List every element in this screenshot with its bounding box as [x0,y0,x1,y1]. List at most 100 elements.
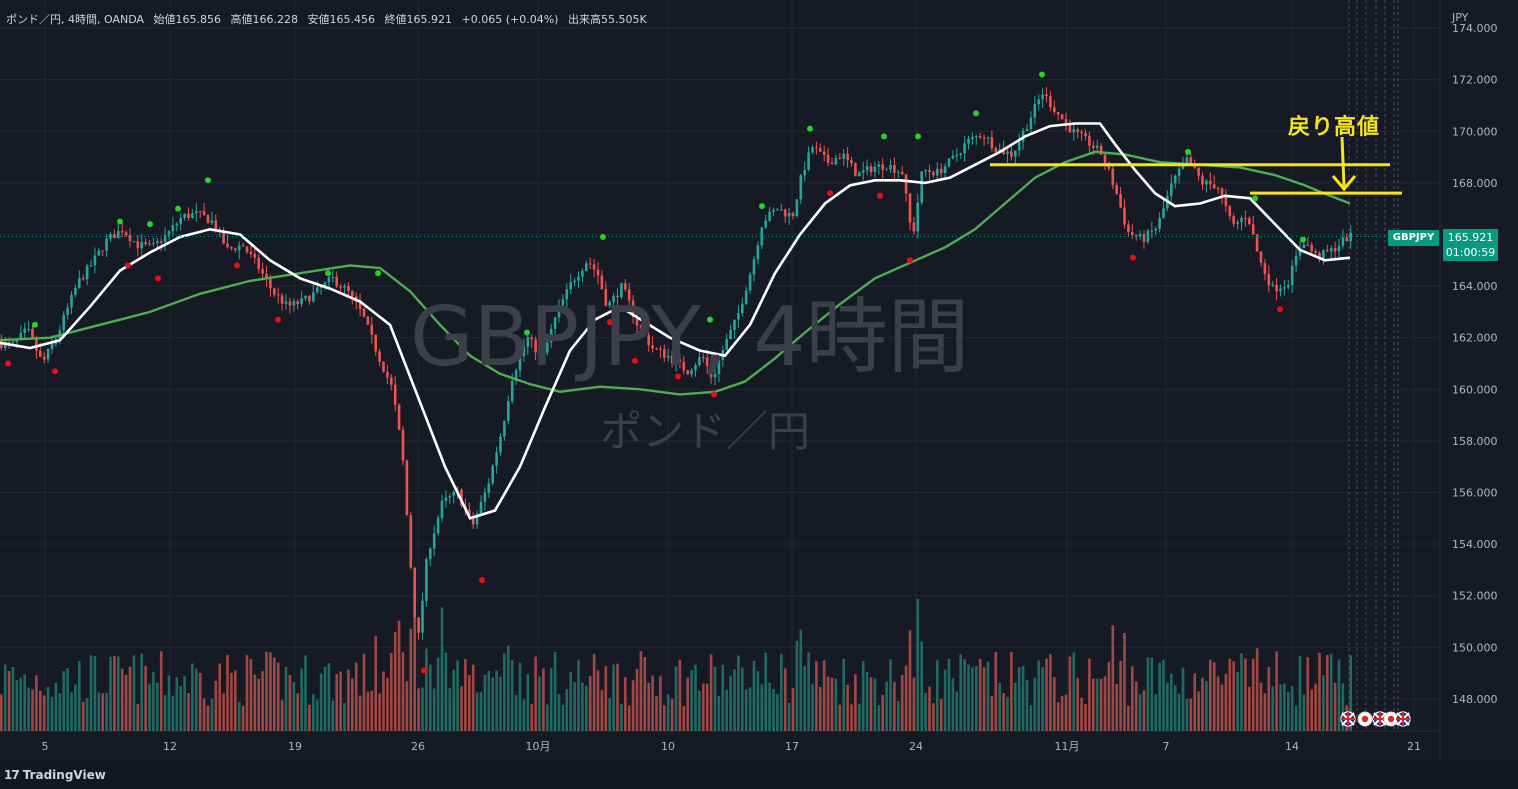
volume-bar [698,690,701,731]
volume-bar [1329,653,1333,731]
candle-body [674,359,678,364]
candle-body [834,157,838,165]
volume-bar [939,698,943,731]
candle-body [897,171,900,173]
close-value: 終値165.921 [384,13,453,26]
volume-bar [479,691,483,731]
resistance-lines[interactable] [990,163,1402,195]
candle-body [577,276,580,281]
volume-bar [978,659,982,731]
volume-bar [1033,677,1037,731]
candle-body [729,329,732,340]
candle-body [725,339,728,350]
candle-body [939,168,943,174]
volume-bar [187,693,190,731]
candle-body [163,235,167,243]
candle-body [760,227,764,246]
candle-body [748,274,752,291]
volume-bar [386,677,389,731]
volume-bar [171,695,175,731]
candle-body [666,355,670,358]
volume-bar [873,678,877,731]
volume-bar [830,677,834,731]
candle-body [955,154,959,156]
volume-bar [791,688,795,731]
candle-body [904,174,908,194]
volume-bar [1068,656,1072,731]
volume-bar [140,653,143,731]
volume-bar [1287,691,1290,731]
candle-body [811,147,814,153]
candle-body [413,567,416,618]
volume-bar [1029,705,1033,731]
price-tick-label: 148.000 [1452,693,1498,706]
volume-bar [854,674,857,731]
annotation-arrow[interactable] [1331,136,1357,192]
candle-body [237,245,241,251]
candle-body [1294,255,1298,266]
fractal-high-marker [205,177,211,184]
candle-body [66,307,69,316]
volume-bar [1053,677,1056,731]
volume-bar [912,677,916,731]
candle-body [877,164,881,167]
volume-bar [998,682,1001,731]
time-tick-label: 21 [1407,740,1421,753]
volume-bar [577,659,580,731]
ohlc-legend[interactable]: ポンド／円, 4時間, OANDA 始値165.856 高値166.228 安値… [6,11,653,27]
volume-bar [612,664,615,731]
volume-bar [900,674,904,731]
volume-bar [39,690,42,731]
volume-bar [382,671,385,731]
volume-bar [444,652,448,731]
volume-bar [959,654,962,731]
volume-bar [772,689,775,731]
volume-bar [1326,655,1329,731]
volume-bar [510,660,514,731]
volume-bar [54,682,58,731]
volume-bar [1318,652,1321,731]
candle-body [912,222,916,232]
time-tick-label: 10月 [526,740,551,753]
candle-body [850,160,853,164]
time-axis[interactable]: 5 12 19 26 10月 10 17 24 11月 7 14 21 [42,740,1422,753]
symbol-title[interactable]: ポンド／円, 4時間, OANDA [6,13,145,26]
candle-body [1006,151,1009,155]
volume-bar [261,671,264,731]
annotation-label[interactable]: 戻り高値 [1288,115,1381,140]
candle-body [978,136,982,138]
volume-bar [1142,690,1146,731]
volume-bar [850,704,853,731]
volume-bar [370,690,374,731]
event-flags[interactable] [1340,711,1411,727]
candle-body [1322,250,1325,260]
tradingview-logo[interactable]: 17 TradingView [4,768,106,782]
candle-body [1349,232,1352,242]
uk-flag-icon[interactable] [1340,711,1356,727]
candle-body [292,301,296,306]
uk-flag-icon[interactable] [1372,711,1388,727]
price-axis[interactable]: 174.000172.000170.000168.000166.000164.0… [1452,22,1498,706]
candle-body [604,289,608,306]
volume-bar [222,693,225,731]
volume-bar [744,689,748,731]
candle-body [35,338,38,351]
volume-bar [253,674,257,731]
volume-bar [1123,632,1126,731]
candle-body [655,348,658,350]
candle-body [89,265,93,267]
candle-body [702,357,705,359]
uk-flag-icon[interactable] [1395,711,1411,727]
volume-bar [865,671,869,731]
volume-bar [647,682,650,731]
volume-bar [378,693,381,731]
candle-body [530,337,533,340]
volume-bar [296,693,299,731]
volume-bar [752,660,756,731]
volume-bar [530,703,533,731]
candle-body [1053,107,1056,113]
volume-bar [826,676,830,731]
japan-flag-icon[interactable] [1357,711,1373,727]
candle-body [526,337,530,347]
